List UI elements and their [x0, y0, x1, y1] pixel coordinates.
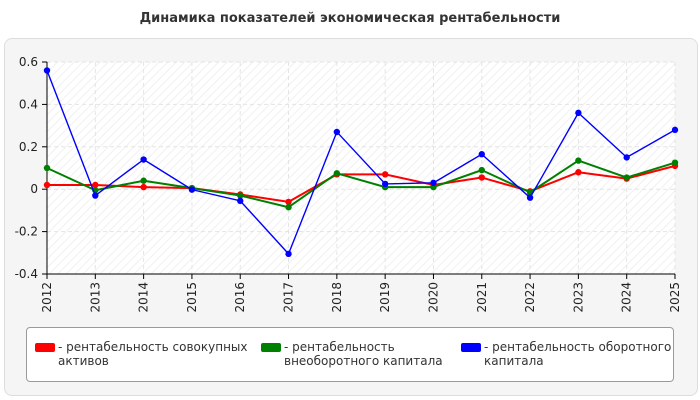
legend-item-noncurrent-capital[interactable]: - рентабельность внеоборотного капитала: [261, 340, 443, 368]
x-tick-label: 2021: [475, 282, 489, 313]
data-point[interactable]: [671, 126, 679, 134]
data-point[interactable]: [333, 128, 341, 136]
data-point[interactable]: [623, 174, 630, 181]
legend-label-line1: - рентабельность совокупных: [58, 340, 248, 354]
legend-item-working-capital[interactable]: - рентабельность оборотного капитала: [461, 340, 671, 368]
data-point[interactable]: [43, 164, 51, 172]
x-tick-label: 2022: [523, 282, 537, 313]
x-tick-label: 2012: [40, 282, 54, 313]
legend-label-line1: - рентабельность оборотного: [484, 340, 672, 354]
y-tick-label: 0: [30, 182, 38, 196]
data-point[interactable]: [140, 156, 147, 163]
data-point[interactable]: [285, 250, 292, 258]
x-tick-label: 2025: [668, 282, 682, 313]
legend-label-line2: активов: [58, 354, 109, 368]
x-tick-label: 2020: [426, 282, 440, 313]
y-tick-label: 0.6: [19, 55, 38, 69]
legend-label-line2: капитала: [484, 354, 544, 368]
x-tick-label: 2024: [620, 282, 634, 313]
legend-swatch-red: [35, 343, 55, 352]
x-tick-label: 2016: [233, 282, 247, 313]
data-point[interactable]: [285, 204, 292, 211]
data-point[interactable]: [92, 192, 99, 199]
data-point[interactable]: [43, 181, 51, 189]
legend-label-line2: внеоборотного капитала: [284, 354, 443, 368]
data-point[interactable]: [381, 180, 389, 188]
series-line: [46, 70, 676, 255]
data-point[interactable]: [237, 192, 244, 199]
data-point[interactable]: [526, 194, 534, 201]
data-point[interactable]: [575, 109, 582, 117]
y-tick-label: -0.2: [15, 225, 38, 239]
data-point[interactable]: [478, 151, 485, 158]
series-line: [47, 164, 676, 203]
data-point[interactable]: [237, 197, 244, 205]
series-line: [46, 159, 676, 209]
data-point[interactable]: [140, 177, 147, 184]
plot-area: [47, 62, 675, 274]
data-point[interactable]: [671, 159, 679, 166]
y-tick-label: 0.2: [19, 140, 38, 154]
series: [43, 67, 679, 258]
x-tick-label: 2023: [571, 282, 585, 313]
x-tick-label: 2018: [330, 282, 344, 313]
data-point[interactable]: [575, 169, 582, 176]
y-tick-label: 0.4: [19, 97, 38, 111]
legend-swatch-green: [261, 343, 281, 352]
data-point[interactable]: [92, 181, 99, 189]
chart-title: Динамика показателей экономическая рента…: [139, 11, 561, 26]
x-tick-label: 2017: [282, 282, 296, 313]
x-tick-label: 2015: [185, 282, 199, 313]
legend-label-line1: - рентабельность: [284, 340, 395, 354]
data-point[interactable]: [478, 174, 485, 181]
data-point[interactable]: [43, 67, 51, 74]
data-point[interactable]: [140, 183, 147, 191]
x-tick-label: 2013: [88, 282, 102, 313]
series-2: [43, 67, 679, 258]
grid: [46, 61, 676, 275]
data-point[interactable]: [381, 171, 389, 178]
data-point[interactable]: [188, 186, 196, 193]
data-point[interactable]: [478, 166, 485, 174]
legend-item-assets[interactable]: - рентабельность совокупных активов: [35, 340, 248, 368]
data-point[interactable]: [575, 157, 582, 164]
legend: - рентабельность совокупных активов - ре…: [26, 327, 674, 382]
x-tick-label: 2014: [137, 282, 151, 313]
series-1: [43, 157, 679, 211]
x-tick-label: 2019: [378, 282, 392, 313]
y-tick-label: -0.4: [15, 267, 38, 281]
legend-swatch-blue: [461, 343, 481, 352]
data-point[interactable]: [333, 170, 341, 177]
data-point[interactable]: [285, 198, 292, 206]
data-point[interactable]: [430, 179, 437, 187]
data-point[interactable]: [623, 154, 630, 161]
